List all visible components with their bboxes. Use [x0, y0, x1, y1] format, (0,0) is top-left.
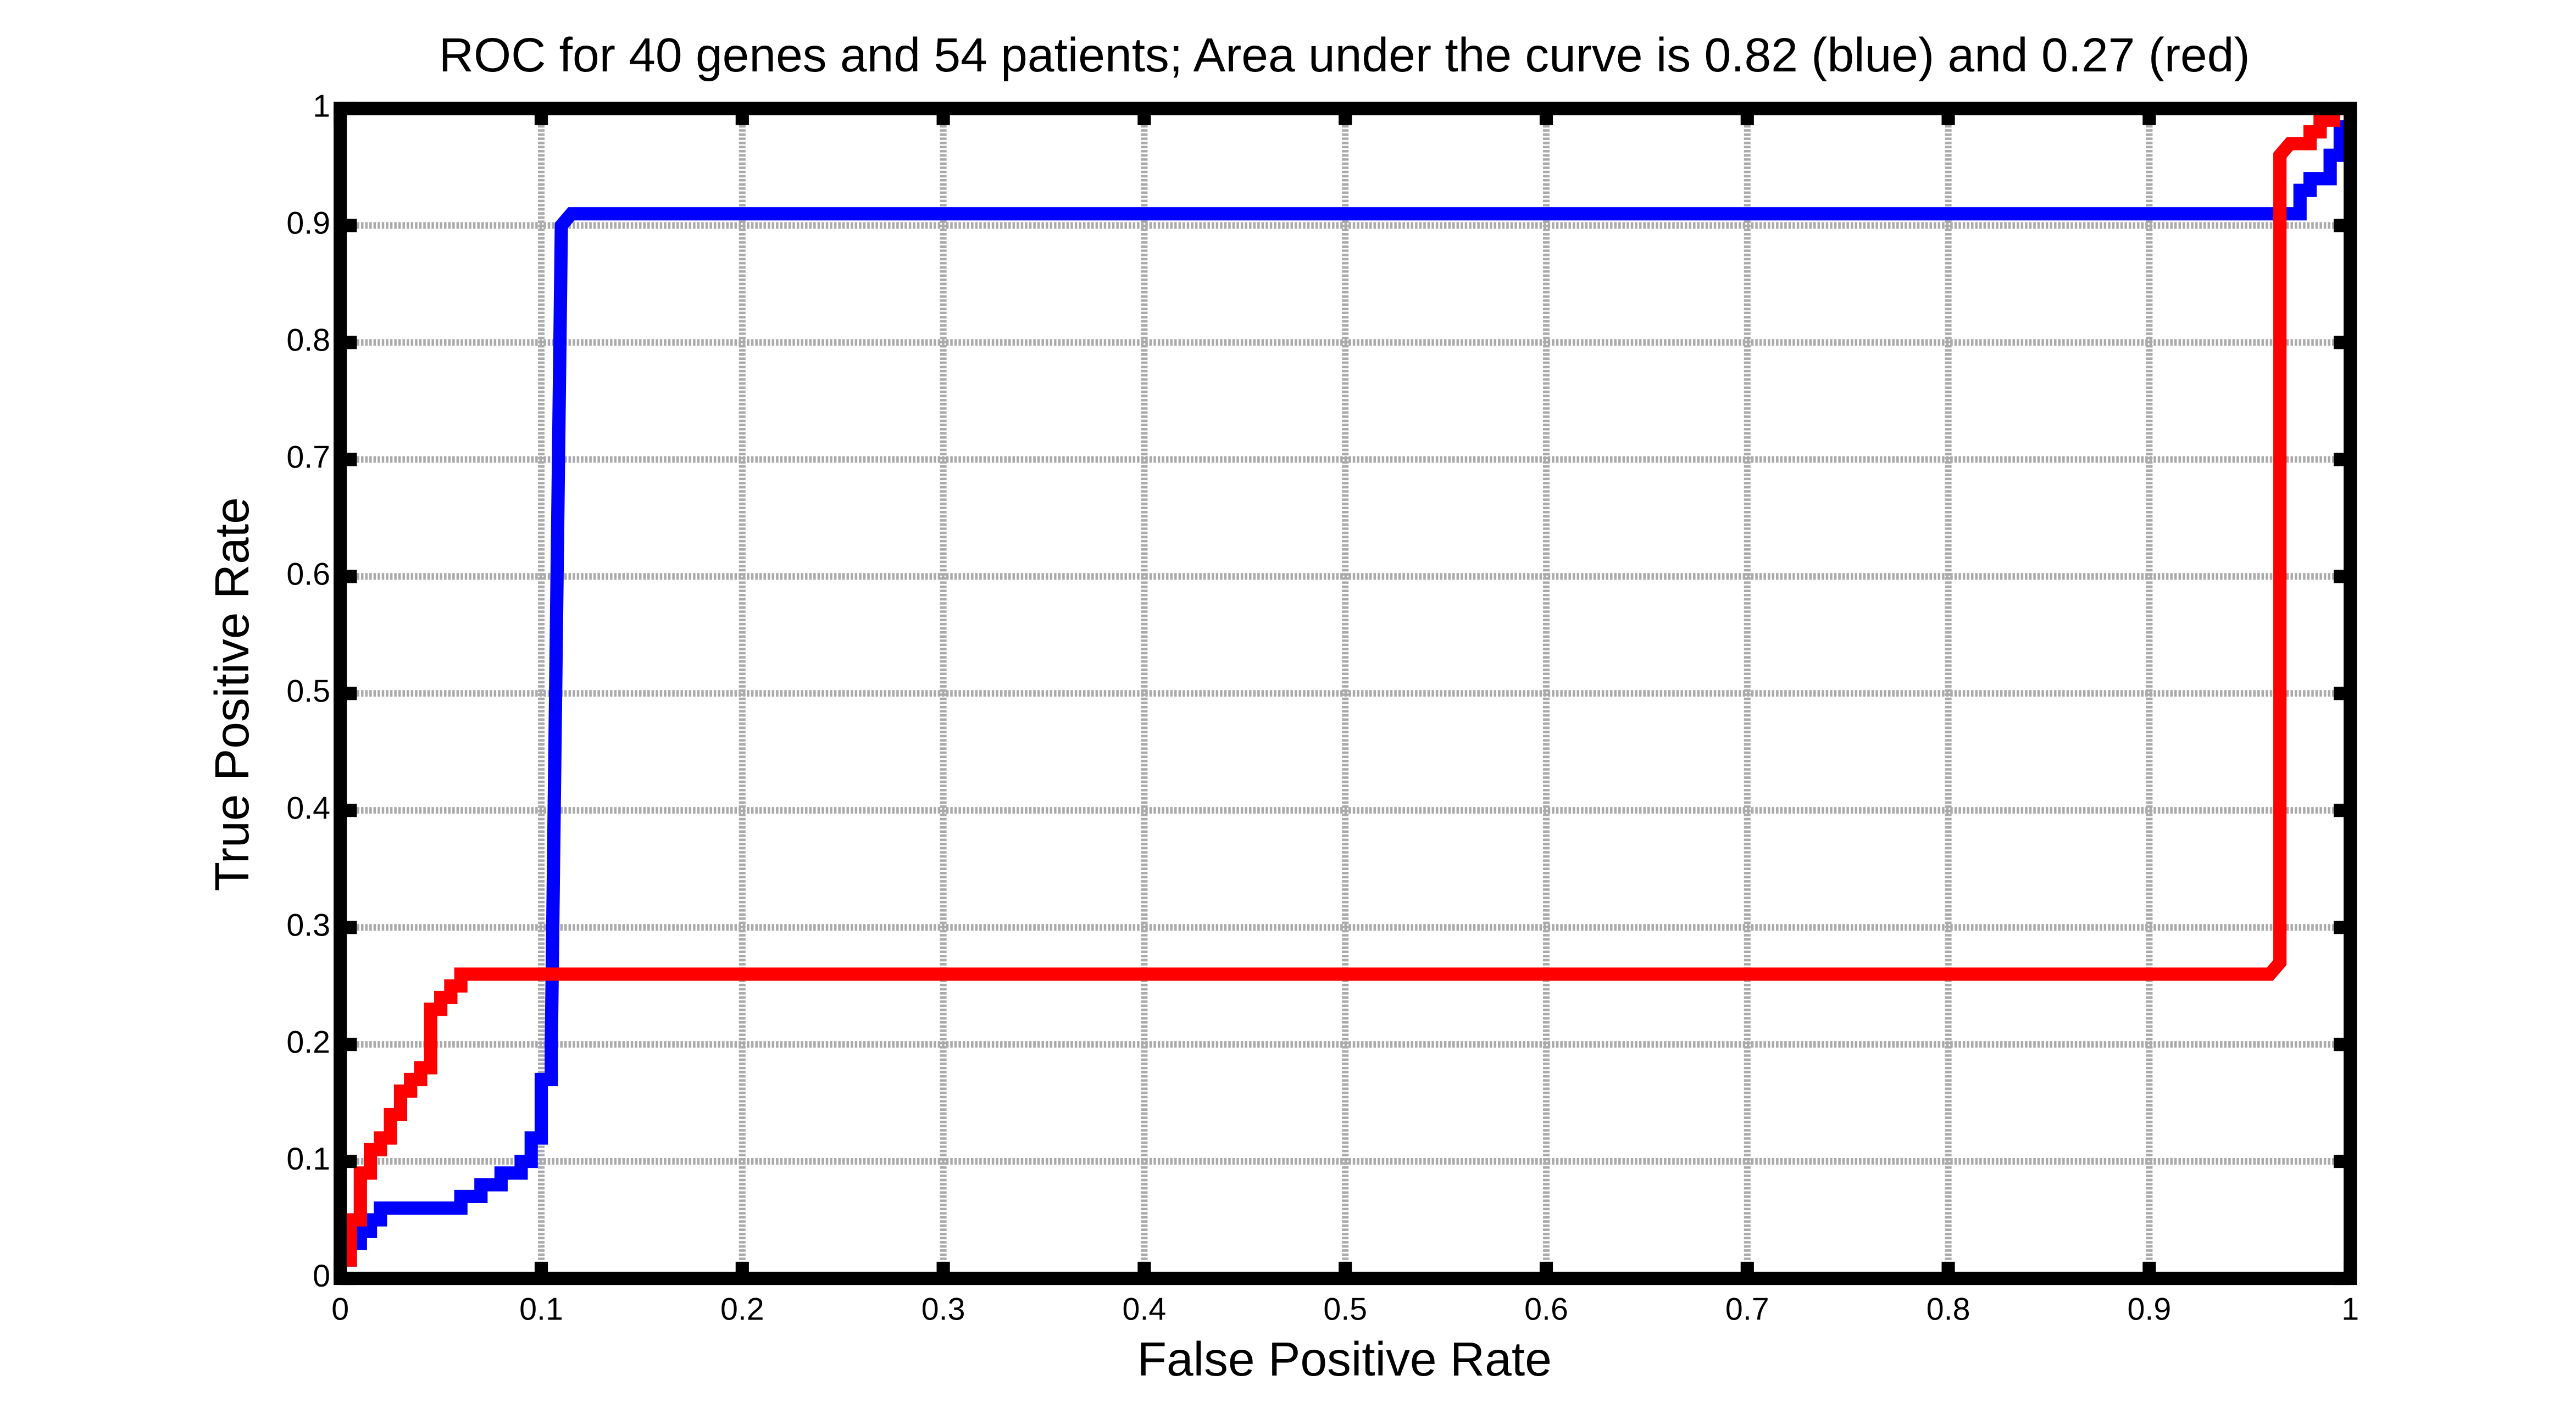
plot-lines	[343, 113, 2347, 1267]
y-tick-label: 0.5	[286, 673, 330, 709]
y-tick-label: 0.3	[286, 908, 330, 943]
x-tick-label: 0.9	[2128, 1292, 2172, 1327]
x-tick-label: 0.5	[1323, 1292, 1367, 1327]
chart-title: ROC for 40 genes and 54 patients; Area u…	[439, 28, 2250, 82]
y-tick-label: 0	[313, 1259, 330, 1294]
x-tick-label: 0.7	[1725, 1292, 1769, 1327]
y-tick-label: 1	[313, 89, 330, 124]
ticks: 0 0.1 0.2 0.3 0.4 0.5 0.6 0.7 0.8 0.9 1 0 0.1 0.2 0.3 0…	[286, 89, 2359, 1327]
y-tick-label: 0.4	[286, 791, 330, 826]
x-tick-label: 0.8	[1927, 1292, 1970, 1327]
y-tick-label: 0.1	[286, 1142, 330, 1177]
x-tick-label: 0.3	[921, 1292, 965, 1327]
x-tick-label: 0.4	[1123, 1292, 1167, 1327]
x-axis-label: False Positive Rate	[1137, 1332, 1551, 1386]
y-tick-label: 0.6	[286, 556, 330, 592]
x-tick-label: 0	[331, 1292, 349, 1327]
x-tick-label: 0.2	[720, 1292, 764, 1327]
roc-curve	[343, 113, 2340, 1267]
y-axis-label: True Positive Rate	[205, 497, 259, 891]
x-tick-label: 0.6	[1524, 1292, 1568, 1327]
y-tick-label: 0.7	[286, 440, 330, 475]
y-tick-label: 0.8	[286, 323, 330, 358]
y-tick-label: 0.9	[286, 206, 330, 241]
grid	[337, 105, 2354, 1282]
x-tick-label: 0.1	[519, 1292, 563, 1327]
y-tick-label: 0.2	[286, 1025, 330, 1060]
roc-curve	[343, 120, 2347, 1267]
x-tick-label: 1	[2341, 1292, 2359, 1327]
